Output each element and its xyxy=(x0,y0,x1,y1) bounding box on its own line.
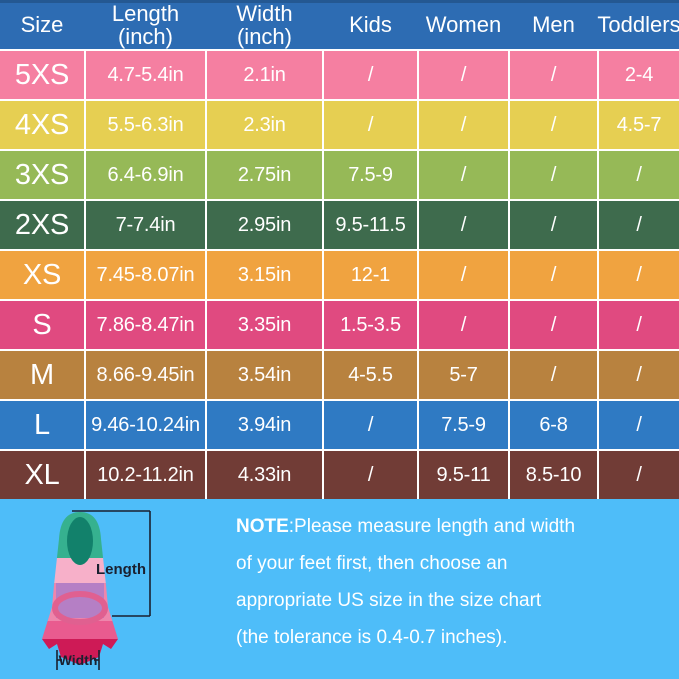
table-cell: 4.33in xyxy=(207,451,322,499)
fin-lower-band xyxy=(42,621,118,639)
table-cell: / xyxy=(510,151,597,199)
table-cell: / xyxy=(324,401,417,449)
column-header-size: Size xyxy=(0,0,84,49)
table-cell: 7.5-9 xyxy=(324,151,417,199)
table-cell: 2.95in xyxy=(207,201,322,249)
column-header-label: Length xyxy=(111,0,180,26)
note-text: NOTE:Please measure length and width of … xyxy=(236,508,666,656)
note-title: NOTE xyxy=(236,516,289,537)
table-cell: / xyxy=(599,451,679,499)
note-line: NOTE:Please measure length and width xyxy=(236,508,666,545)
table-cell: 10.2-11.2in xyxy=(86,451,205,499)
row-label: S xyxy=(0,301,84,349)
table-cell: 3.94in xyxy=(207,401,322,449)
fin-illustration: Length Width xyxy=(42,510,151,670)
table-cell: 2.1in xyxy=(207,51,322,99)
table-cell: 8.5-10 xyxy=(510,451,597,499)
size-table: Size Length (inch) Width (inch) Kids Women… xyxy=(0,0,679,499)
table-cell: / xyxy=(599,151,679,199)
table-cell: / xyxy=(510,351,597,399)
table-cell: / xyxy=(419,151,508,199)
row-label: XL xyxy=(0,451,84,499)
table-cell: 7.45-8.07in xyxy=(86,251,205,299)
table-cell: / xyxy=(599,351,679,399)
table-cell: / xyxy=(324,451,417,499)
table-cell: 6-8 xyxy=(510,401,597,449)
table-cell: / xyxy=(419,51,508,99)
column-header-label: Size xyxy=(20,12,64,37)
row-label: 4XS xyxy=(0,101,84,149)
fin-opening xyxy=(67,517,93,565)
column-header-label: Toddlers xyxy=(597,12,679,37)
table-cell: 8.66-9.45in xyxy=(86,351,205,399)
column-header-width: Width (inch) xyxy=(207,0,322,49)
table-header-row: Size Length (inch) Width (inch) Kids Women… xyxy=(0,0,679,49)
table-cell: / xyxy=(419,251,508,299)
table-cell: 5-7 xyxy=(419,351,508,399)
column-header-men: Men xyxy=(510,0,597,49)
column-header-label: Width xyxy=(236,0,293,26)
note-line: appropriate US size in the size chart xyxy=(236,590,542,611)
table-cell: / xyxy=(599,201,679,249)
table-cell: 3.54in xyxy=(207,351,322,399)
table-cell: / xyxy=(324,51,417,99)
note-line-text: :Please measure length and width xyxy=(288,516,576,537)
column-header-sublabel: (inch) xyxy=(117,23,173,49)
table-cell: 6.4-6.9in xyxy=(86,151,205,199)
table-cell: / xyxy=(599,401,679,449)
table-cell: 4.7-5.4in xyxy=(86,51,205,99)
table-cell: 4.5-7 xyxy=(599,101,679,149)
row-label: L xyxy=(0,401,84,449)
table-cell: / xyxy=(510,301,597,349)
row-label: M xyxy=(0,351,84,399)
width-dimension-line xyxy=(56,650,100,670)
table-cell: / xyxy=(510,51,597,99)
fin-heel-strap xyxy=(52,591,108,625)
table-cell: / xyxy=(324,101,417,149)
table-cell: 3.35in xyxy=(207,301,322,349)
table-cell: 3.15in xyxy=(207,251,322,299)
row-label: 5XS xyxy=(0,51,84,99)
note-line: (the tolerance is 0.4-0.7 inches). xyxy=(236,627,508,648)
table-cell: 1.5-3.5 xyxy=(324,301,417,349)
table-cell: / xyxy=(599,251,679,299)
table-cell: / xyxy=(510,251,597,299)
table-cell: 9.5-11 xyxy=(419,451,508,499)
row-label: 2XS xyxy=(0,201,84,249)
table-cell: 9.5-11.5 xyxy=(324,201,417,249)
table-cell: 2.3in xyxy=(207,101,322,149)
table-cell: 7.5-9 xyxy=(419,401,508,449)
column-header-sublabel: (inch) xyxy=(236,23,292,49)
table-cell: 7.86-8.47in xyxy=(86,301,205,349)
note-line: of your feet first, then choose an xyxy=(236,553,508,574)
table-cell: 4-5.5 xyxy=(324,351,417,399)
column-header-women: Women xyxy=(419,0,508,49)
column-header-kids: Kids xyxy=(324,0,417,49)
column-header-length: Length (inch) xyxy=(86,0,205,49)
table-cell: 9.46-10.24in xyxy=(86,401,205,449)
column-header-label: Kids xyxy=(349,12,392,37)
table-cell: 5.5-6.3in xyxy=(86,101,205,149)
note-section: Length Width NOTE:Please measure length … xyxy=(0,499,679,679)
table-cell: 2-4 xyxy=(599,51,679,99)
table-cell: 7-7.4in xyxy=(86,201,205,249)
table-cell: 12-1 xyxy=(324,251,417,299)
table-cell: / xyxy=(510,201,597,249)
table-cell: 2.75in xyxy=(207,151,322,199)
table-cell: / xyxy=(419,101,508,149)
table-cell: / xyxy=(419,201,508,249)
column-header-label: Women xyxy=(425,12,502,37)
length-dimension-line xyxy=(72,510,151,617)
row-label: XS xyxy=(0,251,84,299)
column-header-label: Men xyxy=(532,12,575,37)
table-cell: / xyxy=(599,301,679,349)
width-label: Width xyxy=(59,652,98,668)
column-header-toddlers: Toddlers xyxy=(597,0,679,49)
table-cell: / xyxy=(419,301,508,349)
length-label: Length xyxy=(96,561,146,578)
row-label: 3XS xyxy=(0,151,84,199)
table-cell: / xyxy=(510,101,597,149)
